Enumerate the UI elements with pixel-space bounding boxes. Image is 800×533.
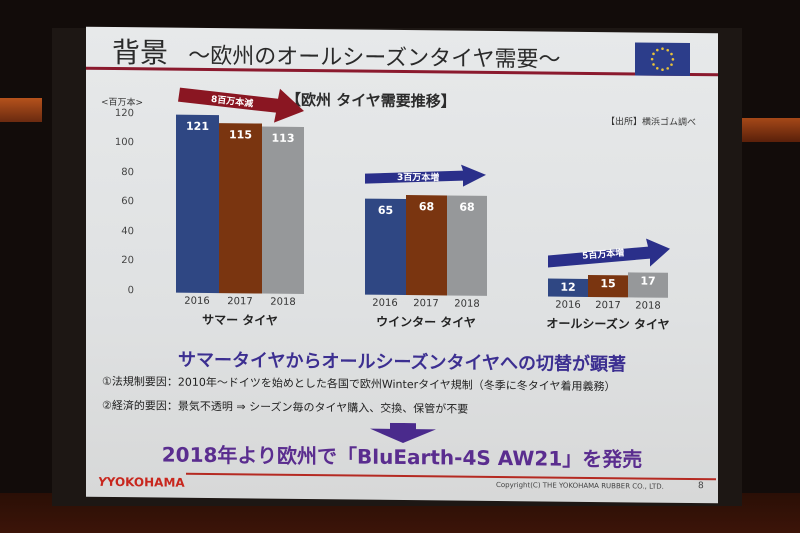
increase-arrow-icon (548, 238, 670, 268)
bar-winter-2017: 68 (406, 195, 447, 296)
y-tick-0: 0 (127, 285, 134, 297)
y-tick-40: 40 (121, 226, 134, 238)
decrease-arrow-icon (178, 87, 304, 123)
page-number: 8 (698, 481, 704, 492)
x-label-summer-2018: 2018 (270, 296, 296, 308)
increase-arrow-icon (365, 164, 486, 187)
reason-regulatory: ①法規制要因：2010年～ドイツを始めとした各国で欧州Winterタイヤ規制（冬… (102, 374, 616, 394)
yokohama-logo: YYOKOHAMA (98, 474, 185, 490)
x-label-allseason-2017: 2017 (595, 300, 621, 312)
bar-winter-2018: 68 (447, 195, 487, 296)
title-main: 背景 (112, 35, 169, 70)
chart-title: 【欧州 タイヤ需要推移】 (286, 90, 456, 111)
reason-economic: ②経済的要因：景気不透明 ⇒ シーズン毎のタイヤ購入、交換、保管が不要 (102, 398, 469, 416)
x-label-allseason-2018: 2018 (635, 300, 661, 312)
x-label-winter-2017: 2017 (413, 298, 439, 310)
x-label-summer-2016: 2016 (184, 295, 210, 307)
y-tick-120: 120 (114, 107, 134, 120)
source-note: 【出所】横浜ゴム調べ (606, 117, 697, 129)
bar-allseason-2016: 12 (548, 278, 588, 297)
y-tick-60: 60 (121, 196, 134, 208)
bar-winter-2016: 65 (365, 198, 406, 296)
x-label-winter-2016: 2016 (372, 297, 398, 309)
bar-allseason-2017: 15 (588, 274, 628, 298)
winter-arrow-label: 3百万本増 (397, 172, 440, 184)
eu-flag-icon (635, 42, 690, 77)
bar-allseason-2018: 17 (628, 272, 668, 298)
bar-summer-2018: 113 (262, 126, 304, 294)
x-label-summer-2017: 2017 (227, 296, 253, 308)
slide: 背景 ～欧州のオールシーズンタイヤ需要～ 【欧州 タイヤ需要推移】 【出所】横浜… (86, 26, 718, 504)
footer-divider (186, 472, 716, 481)
group-label-allseason: オールシーズン タイヤ (546, 316, 670, 332)
copyright: Copyright(C) THE YOKOHAMA RUBBER CO., LT… (496, 480, 664, 491)
x-label-allseason-2016: 2016 (555, 299, 581, 311)
group-label-summer: サマー タイヤ (202, 312, 278, 328)
bar-summer-2016: 121 (176, 114, 219, 294)
bar-summer-2017: 115 (219, 123, 262, 294)
headline: サマータイヤからオールシーズンタイヤへの切替が顕著 (177, 349, 627, 376)
room-light-left (0, 98, 42, 122)
y-tick-100: 100 (114, 136, 134, 149)
y-tick-80: 80 (121, 167, 134, 179)
y-tick-20: 20 (121, 255, 134, 267)
y-axis-unit: <百万本> (101, 97, 144, 109)
result-announcement: 2018年より欧州で「BluEarth-4S AW21」を発売 (161, 442, 643, 472)
x-label-winter-2018: 2018 (454, 298, 480, 310)
group-label-winter: ウインター タイヤ (376, 314, 476, 330)
down-arrow-icon (370, 422, 436, 444)
